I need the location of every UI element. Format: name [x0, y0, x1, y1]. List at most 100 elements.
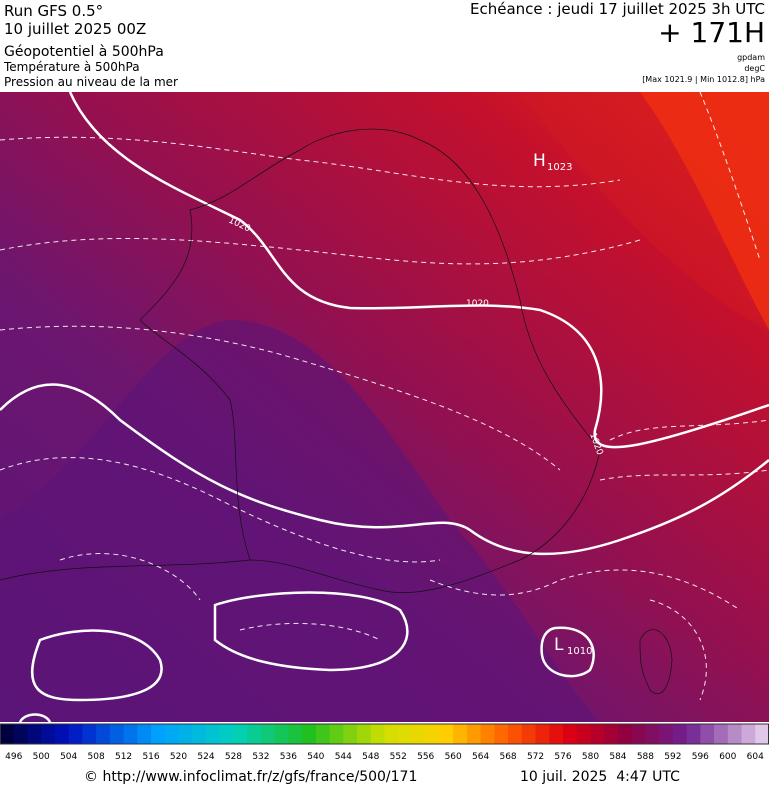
field: Température à 500hPa [3, 60, 140, 74]
colorbar-swatch [727, 724, 743, 744]
colorbar-swatch [274, 724, 289, 744]
colorbar-swatch [343, 724, 358, 744]
colorbar-swatch [563, 724, 578, 744]
colorbar-swatch [604, 724, 619, 744]
colorbar-label: 576 [554, 752, 571, 762]
colorbar-swatch [659, 724, 674, 744]
borders [0, 128, 673, 695]
colorbar-label: 588 [637, 752, 654, 762]
colorbar-swatch [41, 724, 56, 744]
colorbar-swatch [494, 724, 509, 744]
colorbar-swatch [288, 724, 303, 744]
colorbar-swatch [686, 724, 701, 744]
low-value: 1010 [567, 646, 592, 657]
colorbar-swatch [205, 724, 221, 744]
colorbar-swatch [178, 724, 193, 744]
colorbar-label: 500 [33, 752, 50, 762]
colorbar-label: 584 [609, 752, 626, 762]
colorbar-label: 524 [197, 752, 214, 762]
colorbar: 496 500 504 508 512 516 520 524 528 532 536 540 544 5… [0, 723, 769, 762]
colorbar-swatch [384, 724, 399, 744]
warm-zone [0, 92, 769, 330]
high-value: 1023 [547, 162, 572, 173]
colorbar-swatch [357, 724, 372, 744]
map: H 1023 L 1010 1020 1020 1020 [0, 91, 769, 723]
colorbar-swatch [370, 724, 385, 744]
colorbar-swatch [741, 724, 756, 744]
colorbar-swatch [137, 724, 152, 744]
colorbar-label: 568 [499, 752, 516, 762]
colorbar-label: 536 [280, 752, 297, 762]
colorbar-swatch [302, 724, 317, 744]
field: Pression au niveau de la mer [4, 75, 178, 89]
colorbar-label: 516 [142, 752, 159, 762]
colorbar-label: 504 [60, 752, 77, 762]
colorbar-swatch [315, 724, 331, 744]
colorbar-label: 556 [417, 752, 434, 762]
field: Géopotentiel à 500hPa [4, 44, 164, 60]
warm-zone [640, 92, 769, 330]
colorbar-swatch [466, 724, 482, 744]
colorbar-label: 572 [527, 752, 544, 762]
colorbar-label: 528 [225, 752, 242, 762]
colorbar-swatch [96, 724, 111, 744]
colorbar-swatch [329, 724, 344, 744]
isobar-label: 1020 [466, 299, 489, 309]
colorbar-swatch [508, 724, 523, 744]
colorbar-swatch [714, 724, 729, 744]
colorbar-label: 544 [335, 752, 352, 762]
generated: 10 juil. 2025 4:47 UTC [520, 769, 680, 785]
colorbar-label: 508 [88, 752, 105, 762]
colorbar-swatch [535, 724, 550, 744]
colorbar-swatch [576, 724, 591, 744]
colorbar-swatch [68, 724, 83, 744]
colorbar-swatch [631, 724, 646, 744]
colorbar-swatch [219, 724, 234, 744]
pressure-range: [Max 1021.9 | Min 1012.8] hPa [642, 75, 765, 84]
colorbar-swatch [151, 724, 166, 744]
colorbar-swatch [617, 724, 633, 744]
cold-zone [0, 320, 600, 722]
colorbar-swatch [549, 724, 564, 744]
colorbar-swatch [123, 724, 138, 744]
low-letter: L [554, 635, 564, 655]
colorbar-swatch [700, 724, 715, 744]
colorbar-swatch [27, 724, 42, 744]
colorbar-swatch [192, 724, 207, 744]
colorbar-swatch [0, 724, 15, 744]
run: Run GFS 0.5° [4, 2, 103, 20]
colorbar-label: 592 [664, 752, 681, 762]
colorbar-label: 604 [747, 752, 764, 762]
forecast: Echéance : jeudi 17 juillet 2025 3h UTC [470, 0, 765, 18]
colorbar-swatch [672, 724, 688, 744]
unit: gpdam [737, 53, 765, 62]
colorbar-label: 512 [115, 752, 132, 762]
colorbar-swatch [480, 724, 495, 744]
lead-time: + 171H [658, 16, 765, 49]
colorbar-label: 596 [692, 752, 709, 762]
colorbar-swatch [755, 724, 769, 744]
colorbar-swatch [54, 724, 70, 744]
colorbar-swatch [109, 724, 125, 744]
isotherms [0, 91, 769, 701]
colorbar-swatch [521, 724, 537, 744]
colorbar-swatch [260, 724, 276, 744]
unit: degC [744, 64, 765, 73]
colorbar-swatch [247, 724, 262, 744]
colorbar-swatch [645, 724, 660, 744]
colorbar-swatch [13, 724, 28, 744]
colorbar-label: 580 [582, 752, 599, 762]
colorbar-swatch [590, 724, 605, 744]
colorbar-label: 564 [472, 752, 489, 762]
colorbar-label: 496 [5, 752, 22, 762]
colorbar-swatch [439, 724, 454, 744]
run-date: 10 juillet 2025 00Z [4, 20, 146, 38]
colorbar-swatch [233, 724, 248, 744]
isobars [0, 91, 769, 723]
colorbar-swatch [164, 724, 180, 744]
high-letter: H [533, 151, 546, 171]
colorbar-label: 532 [252, 752, 269, 762]
source: © http://www.infoclimat.fr/z/gfs/france/… [84, 769, 417, 785]
